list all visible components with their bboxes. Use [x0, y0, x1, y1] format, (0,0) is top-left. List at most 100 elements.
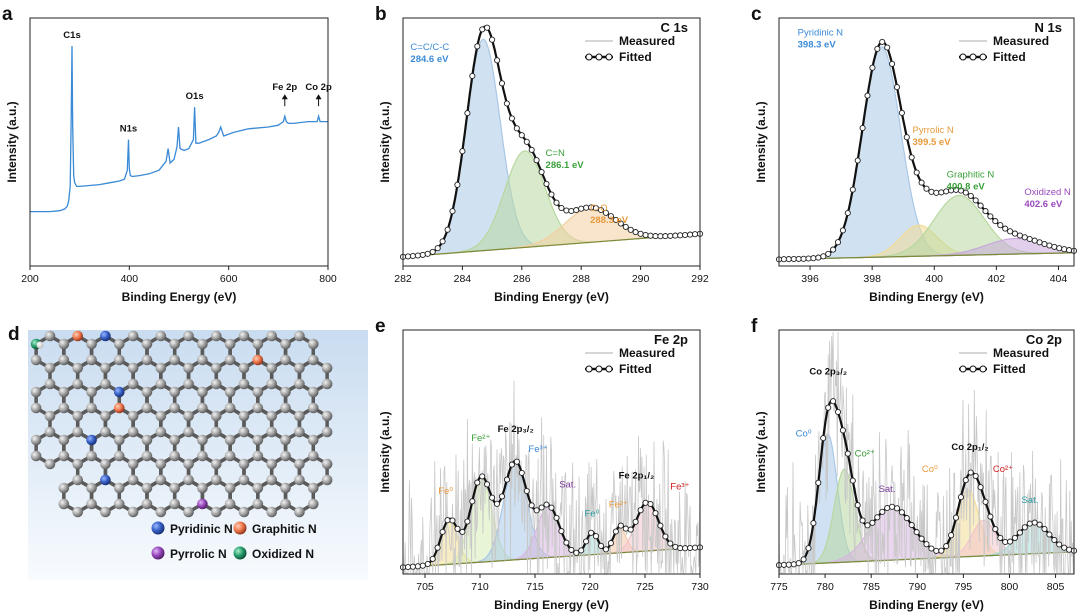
carbon-atom	[238, 410, 250, 422]
carbon-atom	[169, 434, 181, 446]
carbon-atom	[127, 330, 139, 342]
peak-annotation-energy-0: 398.3 eV	[798, 40, 837, 51]
carbon-atom	[155, 426, 167, 438]
panel-letter: d	[8, 324, 20, 345]
fitted-marker	[449, 208, 456, 215]
fitted-marker	[795, 560, 802, 567]
carbon-atom	[307, 402, 319, 414]
carbon-atom	[100, 426, 111, 438]
fitted-marker	[1036, 521, 1043, 528]
legend-fitted-marker	[969, 53, 977, 61]
fitted-marker	[508, 115, 515, 122]
carbon-atom	[321, 410, 333, 422]
carbon-atom	[127, 474, 139, 486]
peak-annotation-3: Fe³⁺	[528, 444, 547, 455]
fitted-marker	[839, 427, 846, 434]
carbon-atom	[58, 450, 70, 462]
carbon-atom	[141, 354, 153, 366]
legend-measured-label: Measured	[993, 34, 1049, 48]
carbon-atom	[321, 362, 333, 374]
fitted-marker	[647, 500, 654, 508]
carbon-atom	[100, 378, 111, 390]
fitted-marker	[573, 549, 580, 556]
carbon-atom	[155, 362, 167, 374]
fitted-marker	[474, 479, 481, 486]
fitted-marker	[913, 529, 920, 536]
peak-label-4: Co 2p	[305, 82, 332, 93]
x-tick-label: 715	[526, 581, 544, 593]
fitted-marker	[543, 180, 550, 187]
fitted-marker	[1002, 538, 1009, 546]
fitted-marker	[588, 529, 595, 536]
x-tick-label: 200	[21, 273, 39, 285]
legend-atom-2	[151, 546, 165, 560]
peak-annotation-energy-3: 402.6 eV	[1024, 199, 1063, 210]
carbon-atom	[197, 450, 208, 462]
fitted-marker	[429, 248, 436, 255]
carbon-atom	[210, 506, 222, 518]
fitted-marker	[1016, 232, 1023, 239]
fitted-marker	[962, 189, 969, 196]
fitted-marker	[558, 204, 565, 212]
fitted-marker	[513, 125, 520, 132]
fitted-marker	[409, 563, 416, 570]
plot-frame	[778, 17, 1075, 267]
carbon-atom	[44, 458, 56, 470]
x-tick-label: 600	[220, 273, 238, 285]
fitted-marker	[967, 192, 974, 199]
fitted-marker	[404, 563, 412, 571]
fitted-marker	[498, 80, 506, 87]
peak-annotation-6: Co²⁺	[993, 464, 1013, 475]
carbon-atom	[44, 410, 56, 422]
x-tick-label: 730	[691, 581, 709, 593]
fitted-marker	[642, 499, 649, 506]
fitted-marker	[518, 469, 525, 476]
fitted-marker	[987, 213, 994, 220]
fitted-marker	[657, 233, 664, 240]
peak-annotation-5: Co 2p₁/₂	[951, 442, 988, 453]
fitted-marker	[607, 540, 614, 547]
carbon-atom	[210, 378, 222, 390]
fitted-marker	[1051, 536, 1058, 544]
fitted-marker	[893, 505, 901, 512]
fitted-marker	[1061, 246, 1068, 253]
panel-title: Fe 2p	[654, 332, 688, 347]
fitted-marker	[1031, 237, 1038, 244]
x-tick-label: 400	[925, 273, 943, 285]
carbon-atom	[210, 330, 222, 342]
carbon-atom	[266, 506, 278, 518]
carbon-atom	[294, 426, 305, 438]
fitted-marker	[528, 502, 535, 509]
fitted-marker	[419, 562, 426, 569]
fitted-marker	[568, 546, 575, 553]
fitted-marker	[528, 146, 535, 153]
carbon-atom	[72, 458, 84, 470]
fitted-marker	[617, 522, 624, 529]
x-tick-label: 402	[988, 273, 1006, 285]
carbon-atom	[280, 482, 291, 494]
fitted-marker	[434, 544, 441, 551]
carbon-atom	[238, 506, 250, 518]
carbon-atom	[86, 498, 97, 510]
carbon-atom	[86, 354, 97, 366]
fitted-marker	[578, 547, 585, 554]
fitted-marker	[1041, 525, 1048, 533]
fitted-marker	[952, 514, 960, 521]
fitted-marker	[454, 525, 461, 532]
nitrogen-atom	[113, 402, 125, 414]
carbon-atom	[86, 386, 97, 398]
legend-fitted-label: Fitted	[993, 362, 1026, 376]
fitted-marker	[484, 481, 491, 488]
legend-fitted-marker	[605, 365, 613, 373]
fitted-marker	[785, 561, 792, 568]
peak-label-0: C1s	[63, 30, 80, 41]
fitted-marker	[489, 494, 496, 501]
legend-fitted-marker	[959, 53, 967, 61]
carbon-atom	[30, 450, 42, 462]
carbon-atom	[252, 498, 264, 510]
fitted-marker	[869, 64, 876, 71]
fitted-marker	[928, 545, 935, 552]
fitted-marker	[908, 521, 915, 529]
legend-fitted-marker	[595, 365, 603, 373]
